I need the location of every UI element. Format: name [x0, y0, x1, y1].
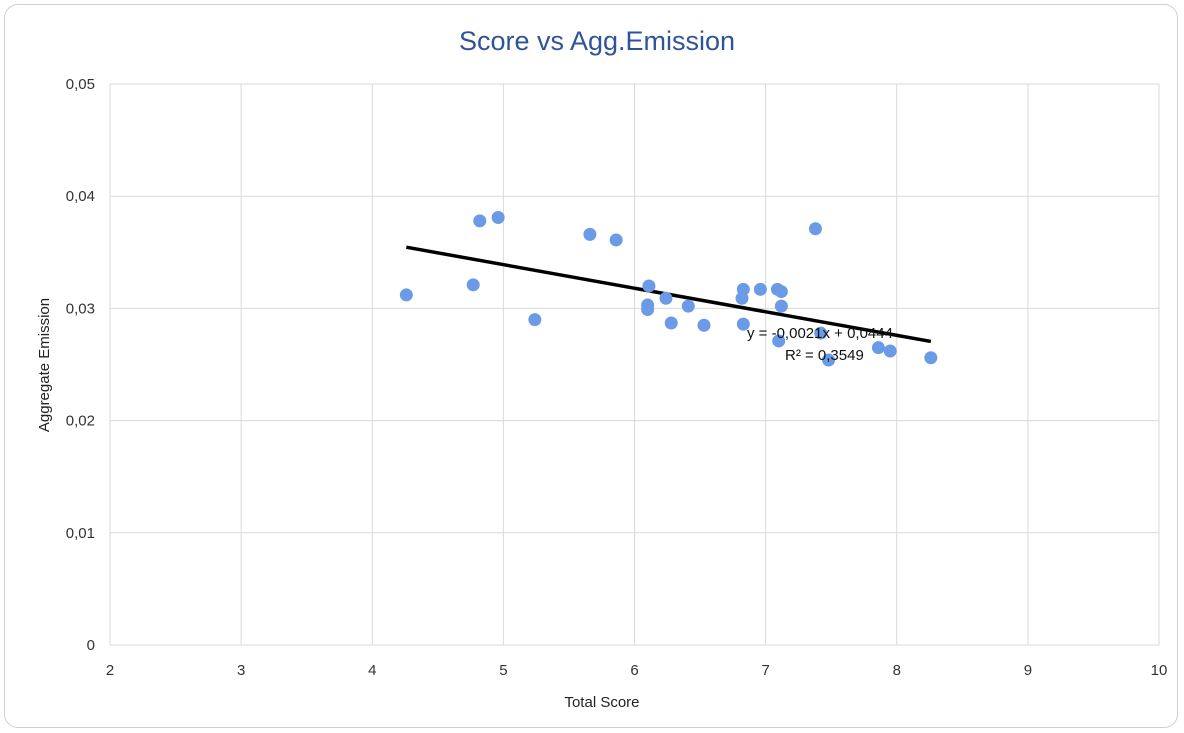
y-tick-label: 0,04	[66, 188, 95, 205]
x-tick-label: 5	[499, 662, 507, 679]
x-tick-labels: 2 3 4 5 6 7 8 9 10	[106, 662, 1168, 679]
r-squared-label: R² = 0,3549	[785, 347, 864, 364]
y-axis-label: Aggregate Emission	[36, 298, 53, 432]
data-point	[681, 299, 695, 313]
data-point	[642, 279, 656, 293]
data-point	[772, 334, 786, 348]
data-point	[609, 233, 623, 247]
y-tick-label: 0,03	[66, 300, 95, 317]
x-tick-label: 6	[630, 662, 638, 679]
data-point	[697, 318, 711, 332]
data-point	[774, 285, 788, 299]
y-tick-label: 0,05	[66, 76, 95, 93]
data-point	[924, 351, 938, 365]
x-tick-label: 9	[1024, 662, 1032, 679]
data-point	[473, 214, 487, 228]
chart-title: Score vs Agg.Emission	[459, 26, 735, 56]
data-point	[753, 282, 767, 296]
data-point	[659, 291, 673, 305]
data-point	[883, 344, 897, 358]
data-point	[871, 341, 885, 355]
data-point	[466, 278, 480, 292]
x-tick-label: 7	[761, 662, 769, 679]
x-tick-label: 2	[106, 662, 114, 679]
data-point	[808, 222, 822, 236]
y-tick-label: 0,01	[66, 525, 95, 542]
x-tick-label: 10	[1151, 662, 1168, 679]
data-point	[399, 288, 413, 302]
data-point	[641, 303, 655, 317]
y-tick-label: 0,02	[66, 413, 95, 430]
y-tick-labels: 0 0,01 0,02 0,03 0,04 0,05	[66, 76, 95, 654]
x-axis-label: Total Score	[564, 694, 639, 711]
data-point	[814, 326, 828, 340]
trendline-equation: y = -0,0021x + 0,0444	[747, 325, 893, 342]
data-point	[583, 227, 597, 241]
data-point	[664, 316, 678, 330]
data-point	[528, 313, 542, 327]
data-point	[822, 353, 836, 367]
data-point	[736, 282, 750, 296]
data-point	[736, 317, 750, 331]
y-tick-label: 0	[87, 637, 95, 654]
x-tick-label: 8	[893, 662, 901, 679]
chart-frame	[4, 4, 1178, 728]
data-points	[399, 211, 938, 367]
data-point	[774, 299, 788, 313]
x-tick-label: 3	[237, 662, 245, 679]
x-tick-label: 4	[368, 662, 376, 679]
data-point	[491, 211, 505, 225]
gridlines	[109, 83, 1160, 646]
